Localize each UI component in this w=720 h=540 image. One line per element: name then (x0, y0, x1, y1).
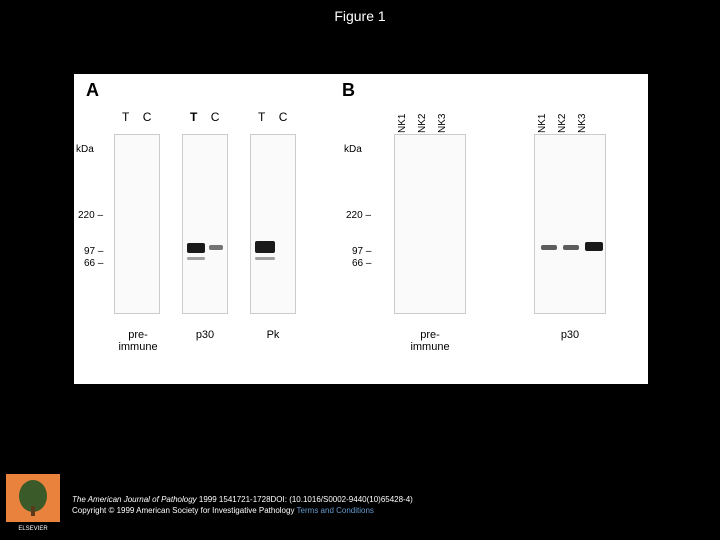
mw-97-b: 97 – (352, 246, 371, 257)
nk1-label-1: NK1 (397, 114, 408, 133)
mw-66-a: 66 – (84, 258, 103, 269)
band (541, 245, 557, 250)
svg-text:ELSEVIER: ELSEVIER (18, 526, 48, 532)
blot-pk-a (250, 134, 296, 314)
c-label: C (211, 110, 220, 124)
band (585, 242, 603, 251)
c-label: C (279, 110, 288, 124)
t-label: T (258, 110, 265, 124)
c-label: C (143, 110, 152, 124)
figure-panel: A kDa 220 – 97 – 66 – T C T C T C pre-im… (74, 74, 648, 384)
tc-header-1: T C (122, 110, 151, 124)
band (255, 257, 275, 260)
nk3-label-1: NK3 (437, 114, 448, 133)
figure-title: Figure 1 (0, 0, 720, 24)
kda-label-b: kDa (344, 144, 362, 155)
t-label: T (122, 110, 129, 124)
nk2-label-2: NK2 (557, 114, 568, 133)
mw-97-a: 97 – (84, 246, 103, 257)
blot-p30-b (534, 134, 606, 314)
copyright-text: Copyright © 1999 American Society for In… (72, 506, 297, 515)
mw-220-b: 220 – (346, 210, 371, 221)
band (187, 243, 205, 253)
band (187, 257, 205, 260)
mw-66-b: 66 – (352, 258, 371, 269)
label-preimmune-a: pre-immune (110, 329, 166, 353)
label-pk-a: Pk (250, 329, 296, 341)
label-preimmune-b: pre-immune (390, 329, 470, 353)
band (209, 245, 223, 250)
nk3-label-2: NK3 (577, 114, 588, 133)
label-p30-a: p30 (182, 329, 228, 341)
panel-a-label: A (86, 80, 99, 101)
mw-220-a: 220 – (78, 210, 103, 221)
tc-header-3: T C (258, 110, 287, 124)
band (563, 245, 579, 250)
blot-preimmune-b (394, 134, 466, 314)
blot-p30-a (182, 134, 228, 314)
tc-header-2: T C (190, 110, 219, 124)
citation-footer: The American Journal of Pathology 1999 1… (72, 494, 700, 516)
blot-preimmune-a (114, 134, 160, 314)
panel-b-label: B (342, 80, 355, 101)
label-p30-b: p30 (534, 329, 606, 341)
nk2-label-1: NK2 (417, 114, 428, 133)
t-label: T (190, 110, 197, 124)
nk1-label-2: NK1 (537, 114, 548, 133)
elsevier-logo: ELSEVIER (6, 474, 60, 532)
citation-text: 1999 1541721-1728DOI: (10.1016/S0002-944… (197, 495, 413, 504)
terms-link[interactable]: Terms and Conditions (297, 506, 374, 515)
kda-label-a: kDa (76, 144, 94, 155)
band (255, 241, 275, 253)
journal-name: The American Journal of Pathology (72, 495, 197, 504)
